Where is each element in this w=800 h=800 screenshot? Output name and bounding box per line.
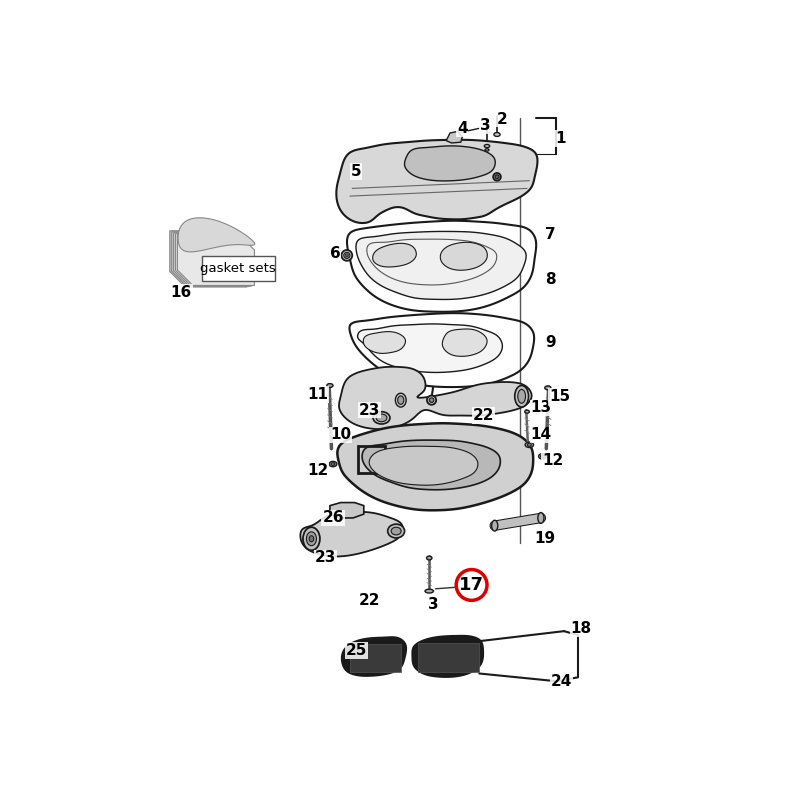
Ellipse shape	[541, 455, 544, 458]
Polygon shape	[362, 440, 500, 490]
Ellipse shape	[525, 410, 530, 414]
Ellipse shape	[329, 462, 337, 466]
Text: 9: 9	[545, 335, 555, 350]
Ellipse shape	[327, 383, 333, 387]
Circle shape	[427, 395, 436, 405]
Ellipse shape	[545, 386, 551, 390]
Polygon shape	[373, 243, 416, 267]
Polygon shape	[442, 329, 487, 356]
Circle shape	[493, 173, 501, 181]
Polygon shape	[174, 233, 250, 286]
Ellipse shape	[538, 513, 544, 523]
Ellipse shape	[494, 133, 500, 137]
Text: 12: 12	[542, 453, 563, 468]
Ellipse shape	[309, 536, 314, 542]
Text: 3: 3	[428, 597, 438, 612]
Text: gasket sets: gasket sets	[201, 262, 276, 275]
Ellipse shape	[525, 442, 534, 447]
Polygon shape	[336, 140, 538, 223]
Text: 3: 3	[480, 118, 490, 133]
Ellipse shape	[306, 532, 317, 546]
Text: 24: 24	[551, 674, 572, 689]
Text: 11: 11	[307, 387, 328, 402]
Polygon shape	[172, 232, 249, 286]
Text: 8: 8	[545, 272, 555, 286]
Ellipse shape	[518, 390, 526, 403]
Text: 26: 26	[322, 510, 344, 526]
Text: 23: 23	[358, 402, 380, 418]
Circle shape	[346, 254, 349, 257]
Ellipse shape	[514, 386, 529, 407]
Ellipse shape	[426, 556, 432, 560]
Polygon shape	[175, 234, 253, 286]
Text: 7: 7	[545, 227, 555, 242]
Ellipse shape	[373, 412, 390, 424]
Polygon shape	[446, 131, 462, 143]
Text: 23: 23	[314, 550, 336, 566]
Text: 1: 1	[555, 131, 566, 146]
Text: 18: 18	[570, 622, 591, 636]
Text: 15: 15	[549, 389, 570, 404]
Circle shape	[495, 175, 499, 178]
Ellipse shape	[485, 149, 489, 151]
Polygon shape	[342, 637, 406, 676]
Ellipse shape	[527, 443, 531, 446]
Circle shape	[344, 252, 350, 258]
Polygon shape	[178, 218, 254, 252]
Text: 16: 16	[170, 285, 192, 300]
Text: 14: 14	[530, 427, 551, 442]
Text: 13: 13	[530, 400, 551, 415]
Circle shape	[342, 250, 352, 261]
Ellipse shape	[538, 454, 546, 459]
Polygon shape	[358, 324, 502, 373]
Ellipse shape	[425, 589, 434, 593]
FancyBboxPatch shape	[202, 256, 275, 281]
Ellipse shape	[391, 527, 401, 535]
Polygon shape	[330, 502, 364, 518]
Ellipse shape	[303, 527, 320, 550]
Polygon shape	[356, 231, 526, 299]
Text: 19: 19	[534, 531, 555, 546]
Polygon shape	[178, 234, 254, 286]
Polygon shape	[300, 512, 402, 557]
Text: 17: 17	[459, 576, 484, 594]
Ellipse shape	[492, 520, 498, 531]
Text: 6: 6	[330, 246, 341, 262]
Circle shape	[456, 570, 487, 600]
Polygon shape	[370, 446, 478, 485]
Ellipse shape	[376, 414, 387, 422]
Ellipse shape	[395, 394, 406, 407]
Polygon shape	[338, 423, 533, 510]
Text: 22: 22	[472, 408, 494, 423]
Text: 12: 12	[307, 462, 328, 478]
Polygon shape	[339, 366, 532, 429]
Ellipse shape	[398, 396, 404, 404]
Text: 25: 25	[346, 643, 366, 658]
Polygon shape	[440, 242, 487, 270]
Text: 4: 4	[457, 121, 468, 136]
Circle shape	[430, 398, 434, 402]
Text: 5: 5	[350, 164, 362, 179]
Polygon shape	[405, 146, 495, 181]
Ellipse shape	[331, 462, 335, 466]
Polygon shape	[412, 636, 483, 677]
Polygon shape	[418, 642, 479, 672]
Ellipse shape	[484, 145, 490, 147]
Polygon shape	[350, 644, 401, 672]
Polygon shape	[170, 230, 246, 287]
Ellipse shape	[388, 524, 405, 538]
Text: 10: 10	[330, 427, 351, 442]
Text: 22: 22	[359, 593, 381, 608]
Polygon shape	[363, 332, 406, 354]
Text: 2: 2	[497, 111, 508, 126]
